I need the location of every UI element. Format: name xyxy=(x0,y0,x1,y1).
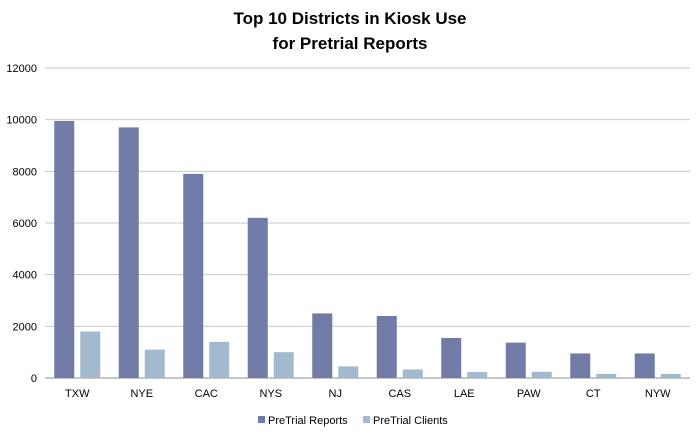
bar-pretrial-reports xyxy=(183,173,204,378)
bar-pretrial-clients xyxy=(531,371,552,378)
y-tick-label: 2000 xyxy=(13,321,37,333)
x-tick-label: CT xyxy=(586,388,601,400)
bar-pretrial-clients xyxy=(273,352,294,378)
y-axis-ticks: 0 2000 4000 6000 8000 10000 12000 xyxy=(6,63,37,385)
y-tick-label: 4000 xyxy=(13,270,37,282)
bar-pretrial-reports xyxy=(505,342,526,378)
bar-pretrial-clients xyxy=(80,331,101,378)
y-tick-label: 12000 xyxy=(6,63,37,75)
x-axis-ticks: TXW NYE CAC NYS NJ CAS LAE PAW CT NYW xyxy=(65,388,671,400)
bar-pretrial-reports xyxy=(376,316,397,378)
x-tick-label: NYW xyxy=(645,388,671,400)
chart-title-line-2: for Pretrial Reports xyxy=(273,34,428,53)
y-tick-label: 6000 xyxy=(13,218,37,230)
gridlines xyxy=(45,67,690,379)
bar-pretrial-reports xyxy=(570,353,591,378)
x-tick-label: LAE xyxy=(454,388,475,400)
bar-pretrial-reports xyxy=(118,127,139,379)
x-tick-label: TXW xyxy=(65,388,90,400)
x-tick-label: PAW xyxy=(517,388,541,400)
chart-title-line-1: Top 10 Districts in Kiosk Use xyxy=(233,9,466,28)
y-tick-label: 8000 xyxy=(13,166,37,178)
bar-pretrial-clients xyxy=(660,373,681,378)
x-tick-label: NYE xyxy=(130,388,153,400)
bars xyxy=(54,120,681,379)
legend-label: PreTrial Reports xyxy=(268,415,348,427)
bar-pretrial-clients xyxy=(467,372,488,378)
x-tick-label: NYS xyxy=(259,388,282,400)
bar-pretrial-clients xyxy=(596,373,617,378)
legend: PreTrial Reports PreTrial Clients xyxy=(258,415,448,427)
y-tick-label: 10000 xyxy=(6,115,37,127)
bar-pretrial-clients xyxy=(338,366,359,378)
bar-pretrial-reports xyxy=(54,120,75,378)
y-tick-label: 0 xyxy=(31,373,37,385)
bar-pretrial-clients xyxy=(144,349,165,378)
legend-label: PreTrial Clients xyxy=(373,415,448,427)
bar-pretrial-reports xyxy=(441,337,462,378)
legend-swatch xyxy=(258,416,265,423)
x-tick-label: CAS xyxy=(388,388,411,400)
bar-pretrial-reports xyxy=(634,353,655,378)
bar-pretrial-reports xyxy=(247,217,268,378)
x-tick-label: CAC xyxy=(195,388,218,400)
bar-pretrial-reports xyxy=(312,313,333,378)
legend-swatch xyxy=(363,416,370,423)
bar-pretrial-clients xyxy=(402,369,423,378)
bar-pretrial-clients xyxy=(209,341,230,378)
x-tick-label: NJ xyxy=(329,388,342,400)
